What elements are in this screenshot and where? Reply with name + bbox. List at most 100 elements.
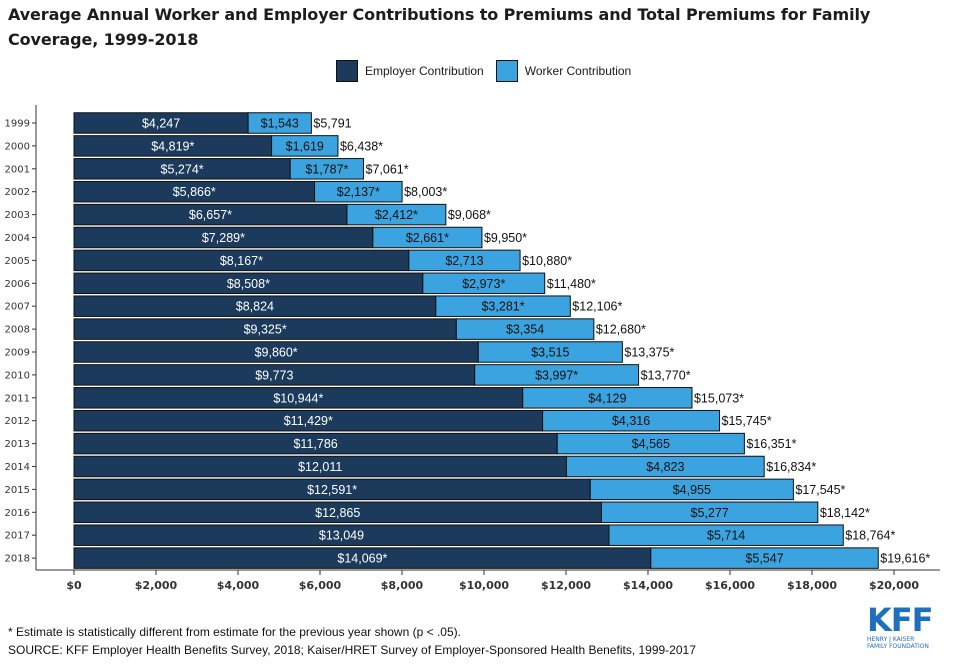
data-label-worker: $5,714 bbox=[707, 529, 745, 543]
data-label-employer: $7,289* bbox=[202, 231, 245, 245]
y-tick-label: 2001 bbox=[5, 164, 30, 175]
kff-logo: KFF HENRY J KAISER FAMILY FOUNDATION bbox=[867, 604, 947, 650]
bar-worker bbox=[608, 524, 844, 546]
y-tick-label: 2000 bbox=[5, 141, 30, 152]
data-label-total: $8,003* bbox=[404, 185, 447, 199]
y-tick-label: 2005 bbox=[5, 256, 30, 267]
data-label-worker: $3,515 bbox=[531, 346, 569, 360]
data-label-total: $15,745* bbox=[722, 414, 772, 428]
data-label-worker: $3,997* bbox=[535, 368, 578, 382]
data-label-worker: $4,129 bbox=[588, 391, 626, 405]
y-tick-label: 2017 bbox=[5, 531, 30, 542]
y-tick-label: 2014 bbox=[5, 462, 30, 473]
logo-line-2: FAMILY FOUNDATION bbox=[867, 643, 929, 650]
bar-worker bbox=[372, 226, 483, 249]
y-tick-label: 2007 bbox=[5, 302, 30, 313]
data-label-employer: $14,069* bbox=[337, 552, 387, 566]
data-label-worker: $2,661* bbox=[406, 231, 449, 245]
bar-worker bbox=[556, 432, 745, 455]
bar-worker bbox=[346, 203, 447, 226]
data-label-worker: $4,316 bbox=[612, 414, 650, 428]
y-tick-label: 2016 bbox=[5, 508, 30, 519]
data-label-employer: $11,786 bbox=[293, 437, 337, 451]
legend-swatch-employer bbox=[336, 60, 358, 82]
data-label-employer: $12,591* bbox=[307, 483, 357, 497]
bar-worker bbox=[650, 547, 879, 569]
bar-worker bbox=[522, 387, 693, 409]
data-label-employer: $6,657* bbox=[189, 208, 232, 222]
y-tick-label: 2011 bbox=[5, 393, 30, 404]
data-label-employer: $8,167* bbox=[220, 254, 263, 268]
data-label-worker: $1,787* bbox=[305, 162, 348, 176]
data-label-total: $9,068* bbox=[448, 208, 491, 222]
bar-worker bbox=[565, 455, 765, 478]
data-label-employer: $5,866* bbox=[173, 185, 216, 199]
source-note: SOURCE: KFF Employer Health Benefits Sur… bbox=[8, 643, 696, 657]
data-label-total: $19,616* bbox=[880, 552, 930, 566]
data-label-worker: $1,619 bbox=[286, 139, 324, 153]
data-label-worker: $5,277 bbox=[691, 506, 729, 520]
data-label-total: $6,438* bbox=[340, 139, 383, 153]
legend-swatch-worker bbox=[495, 60, 518, 82]
data-label-total: $18,764* bbox=[845, 529, 895, 543]
legend: Employer Contribution Worker Contributio… bbox=[336, 60, 643, 82]
data-label-worker: $4,565 bbox=[632, 437, 670, 451]
logo-line-1: HENRY J KAISER bbox=[867, 636, 915, 643]
data-label-employer: $9,773 bbox=[255, 368, 293, 382]
y-tick-label: 2012 bbox=[5, 416, 30, 427]
data-label-total: $7,061* bbox=[366, 162, 409, 176]
bar-worker bbox=[435, 295, 571, 317]
y-tick-label: 2008 bbox=[5, 325, 30, 336]
legend-item-worker: Worker Contribution bbox=[495, 60, 632, 82]
data-label-total: $11,480* bbox=[547, 277, 596, 291]
bar-worker bbox=[422, 272, 546, 295]
x-tick-label: $14,000 bbox=[623, 579, 673, 592]
x-tick-label: $20,000 bbox=[869, 579, 919, 592]
x-tick-label: $0 bbox=[66, 579, 82, 592]
data-label-employer: $4,247 bbox=[142, 117, 180, 131]
data-label-employer: $13,049 bbox=[319, 529, 364, 543]
data-label-total: $10,880* bbox=[522, 254, 572, 268]
y-tick-label: 2003 bbox=[5, 210, 30, 221]
footnote: * Estimate is statistically different fr… bbox=[8, 625, 461, 639]
bar-worker bbox=[542, 409, 721, 432]
data-label-worker: $2,412* bbox=[375, 208, 418, 222]
bar-worker bbox=[474, 364, 640, 386]
y-tick-label: 2015 bbox=[5, 485, 30, 496]
y-tick-label: 2002 bbox=[5, 187, 30, 198]
x-tick-label: $6,000 bbox=[299, 579, 342, 592]
data-label-worker: $2,713 bbox=[445, 254, 483, 268]
data-label-total: $13,375* bbox=[624, 346, 674, 360]
logo-mark: KFF bbox=[867, 601, 934, 639]
y-tick-label: 2018 bbox=[5, 554, 30, 565]
y-tick-label: 1999 bbox=[5, 119, 30, 130]
data-label-total: $12,680* bbox=[596, 323, 646, 337]
data-label-employer: $5,274* bbox=[161, 162, 204, 176]
data-label-employer: $4,819* bbox=[151, 139, 194, 153]
y-tick-label: 2006 bbox=[5, 279, 30, 290]
bar-worker bbox=[477, 341, 623, 363]
legend-item-employer: Employer Contribution bbox=[336, 60, 484, 82]
data-label-employer: $11,429* bbox=[284, 414, 333, 428]
bar-worker bbox=[600, 501, 819, 524]
data-label-total: $16,834* bbox=[766, 460, 816, 474]
data-label-total: $12,106* bbox=[572, 300, 622, 314]
data-label-worker: $5,547 bbox=[745, 552, 783, 566]
x-tick-label: $2,000 bbox=[135, 579, 178, 592]
x-tick-label: $8,000 bbox=[381, 579, 424, 592]
data-label-worker: $3,281* bbox=[481, 300, 524, 314]
x-tick-label: $4,000 bbox=[217, 579, 260, 592]
data-label-employer: $12,865 bbox=[315, 506, 360, 520]
data-label-employer: $10,944* bbox=[273, 391, 323, 405]
x-tick-label: $16,000 bbox=[705, 579, 755, 592]
data-label-total: $16,351* bbox=[746, 437, 796, 451]
data-label-employer: $8,824 bbox=[236, 300, 274, 314]
data-label-employer: $9,860* bbox=[255, 346, 298, 360]
bar-worker bbox=[314, 180, 403, 203]
data-label-total: $15,073* bbox=[694, 391, 744, 405]
legend-label-employer: Employer Contribution bbox=[365, 64, 484, 78]
bar-worker bbox=[589, 478, 794, 501]
legend-label-worker: Worker Contribution bbox=[524, 64, 632, 78]
data-label-total: $17,545* bbox=[795, 483, 845, 497]
bar-worker bbox=[289, 158, 365, 180]
